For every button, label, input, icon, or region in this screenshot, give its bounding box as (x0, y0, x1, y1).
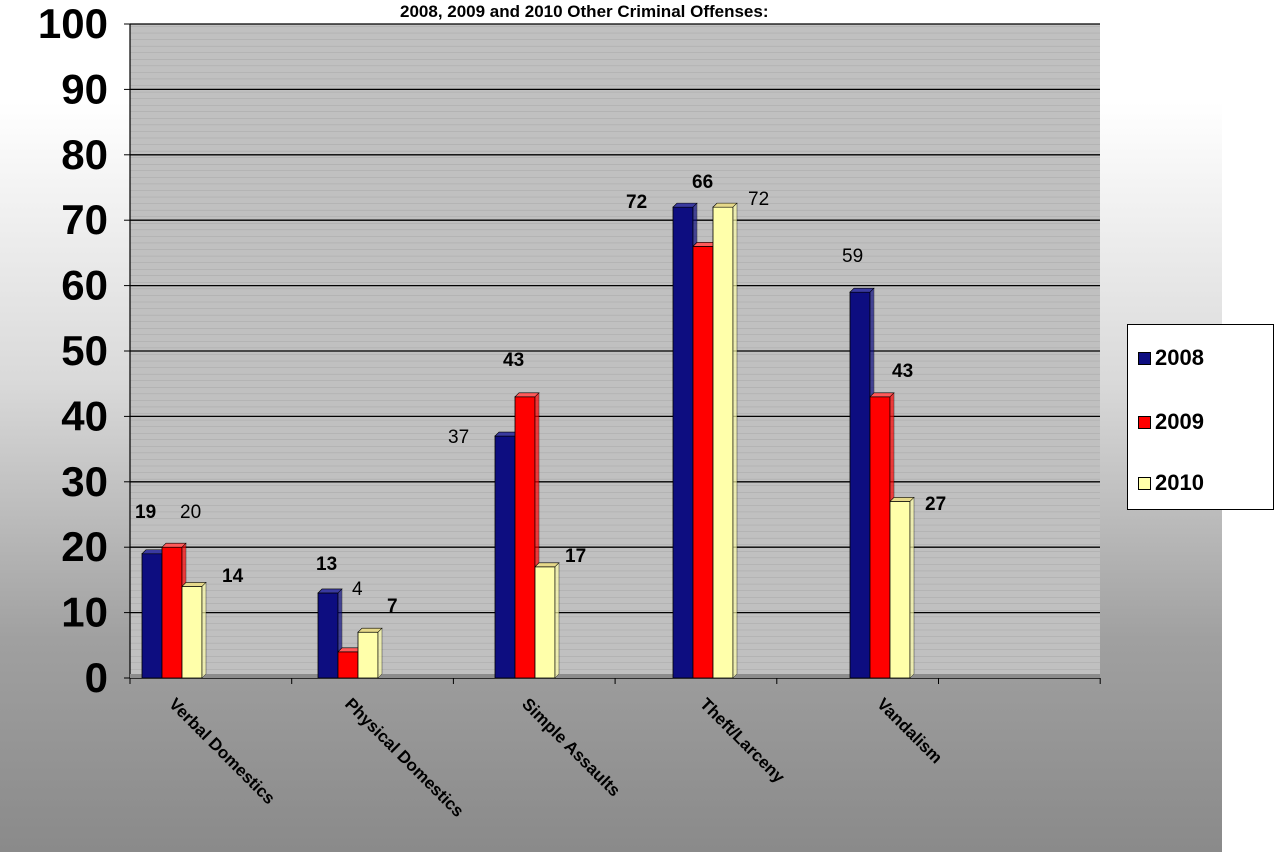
y-tick-label: 40 (61, 392, 108, 439)
data-label: 43 (503, 350, 524, 371)
legend-item-2009: 2009 (1138, 409, 1204, 435)
y-tick-label: 90 (61, 65, 108, 112)
data-label: 37 (448, 427, 469, 448)
bar-front (849, 291, 871, 679)
bar-side (377, 627, 383, 679)
bar-side (909, 496, 915, 679)
x-tick-label: Verbal Domestics (165, 694, 279, 808)
data-label: 43 (892, 361, 913, 382)
y-tick-label: 80 (61, 131, 108, 178)
data-label: 72 (748, 189, 769, 210)
legend-swatch-2009 (1138, 415, 1151, 429)
data-label: 4 (352, 579, 363, 600)
data-labels: 19 20 14 13 4 7 37 43 17 72 66 72 59 43 27 (135, 172, 946, 617)
bar-front (514, 396, 536, 679)
axes (124, 23, 1101, 684)
bar-2010-0 (181, 581, 207, 679)
x-tick-label: Simple Assaults (518, 694, 624, 800)
legend: 2008 2009 2010 (1127, 324, 1274, 510)
data-label: 14 (222, 566, 244, 587)
bar-front (712, 206, 734, 679)
major-gridlines (130, 23, 1100, 679)
bar-side (732, 202, 738, 679)
bar-front (181, 586, 203, 679)
plot-floor (130, 674, 1100, 678)
data-label: 19 (135, 502, 156, 523)
y-tick-label: 100 (38, 0, 108, 47)
bar-2010-2 (534, 562, 560, 679)
y-tick-label: 20 (61, 523, 108, 570)
bar-front (317, 592, 339, 679)
bar-front (672, 206, 694, 679)
data-label: 20 (180, 502, 201, 523)
bar-side (554, 562, 560, 679)
legend-label-2009: 2009 (1155, 409, 1204, 434)
x-tick-label: Physical Domestics (341, 694, 467, 820)
bar-2010-4 (889, 496, 915, 679)
bar-2010-1 (357, 627, 383, 679)
data-label: 66 (692, 172, 713, 193)
data-label: 27 (925, 494, 946, 515)
legend-item-2010: 2010 (1138, 470, 1204, 496)
y-tick-label: 70 (61, 196, 108, 243)
bar-front (869, 396, 891, 679)
bar-front (141, 553, 163, 679)
bar-front (692, 245, 714, 679)
legend-label-2010: 2010 (1155, 470, 1204, 495)
bar-side (201, 581, 207, 679)
bar-2010-3 (712, 202, 738, 679)
y-tick-label: 60 (61, 262, 108, 309)
legend-swatch-2008 (1138, 351, 1151, 365)
data-label: 17 (565, 546, 586, 567)
x-tick-label: Theft/Larceny (696, 694, 789, 787)
data-label: 13 (316, 554, 337, 575)
bar-front (357, 631, 379, 679)
bar-front (494, 435, 516, 679)
bar-front (337, 651, 359, 679)
chart-title: 2008, 2009 and 2010 Other Criminal Offen… (400, 2, 769, 21)
y-tick-label: 50 (61, 327, 108, 374)
bar-front (534, 566, 556, 679)
y-tick-label: 10 (61, 589, 108, 636)
data-label: 72 (626, 192, 647, 213)
y-tick-label: 0 (85, 654, 108, 701)
legend-item-2008: 2008 (1138, 345, 1204, 371)
y-tick-label: 30 (61, 458, 108, 505)
x-tick-label: Vandalism (873, 694, 946, 767)
bars (141, 202, 915, 679)
bar-front (889, 501, 911, 679)
legend-label-2008: 2008 (1155, 345, 1204, 370)
bar-front (161, 546, 183, 679)
data-label: 59 (842, 246, 863, 267)
legend-swatch-2010 (1138, 476, 1151, 490)
data-label: 7 (387, 596, 398, 617)
